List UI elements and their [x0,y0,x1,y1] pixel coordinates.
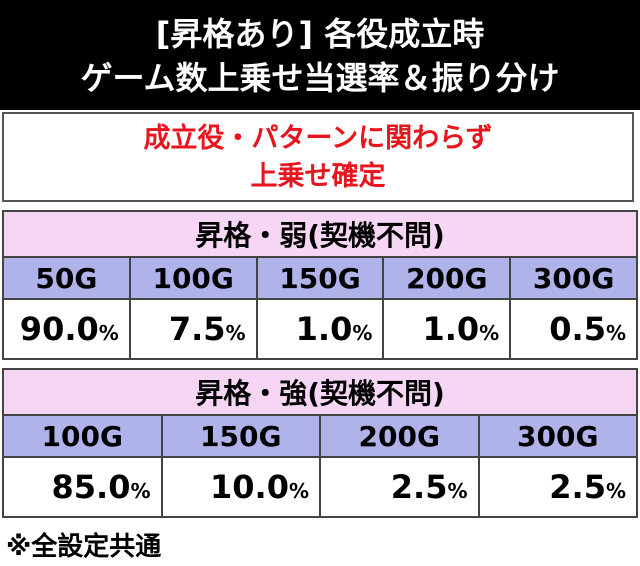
rate-value: 1.0 [295,310,353,348]
title-row: 昇格・弱(契機不問) [2,210,638,258]
title-row: 昇格・強(契機不問) [2,368,638,416]
rate-unit: % [605,479,626,503]
rate-cell: 0.5% [509,298,638,360]
rate-value: 90.0 [19,310,99,348]
rate-cell: 2.5% [319,456,480,518]
rate-cell: 85.0% [2,456,163,518]
rate-value: 7.5 [168,310,226,348]
rate-unit: % [130,479,151,503]
column-header: 150G [255,256,385,300]
rate-unit: % [288,479,309,503]
header-line: ゲーム数上乗せ当選率＆振り分け [80,59,560,97]
rate-cell: 1.0% [255,298,385,360]
table-title: 昇格・弱(契機不問) [2,210,638,258]
rate-table: 昇格・強(契機不問) 100G 150G 200G 300G 85.0% 10.0% 2.5%… [2,368,638,518]
footnote: ※全設定共通 [6,532,162,562]
notice: 成立役・パターンに関わらず 上乗せ確定 [2,112,634,202]
rate-cell: 7.5% [128,298,258,360]
notice-line: 上乗せ確定 [250,161,386,192]
rate-unit: % [225,321,246,345]
rate-cell: 90.0% [2,298,131,360]
rate-unit: % [98,321,119,345]
column-header: 100G [128,256,258,300]
column-row: 100G 150G 200G 300G [2,414,638,458]
rate-value: 85.0 [51,468,131,506]
column-header: 200G [319,414,480,458]
column-header: 150G [160,414,321,458]
rate-value: 2.5 [390,468,448,506]
header-line: [昇格あり] 各役成立時 [155,15,485,53]
rate-value: 1.0 [422,310,480,348]
rate-unit: % [352,321,373,345]
rate-unit: % [447,479,468,503]
rate-unit: % [479,321,500,345]
notice-line: 成立役・パターンに関わらず [143,123,493,154]
rate-row: 85.0% 10.0% 2.5% 2.5% [2,456,638,518]
column-row: 50G 100G 150G 200G 300G [2,256,638,300]
rate-cell: 10.0% [160,456,321,518]
table-title: 昇格・強(契機不問) [2,368,638,416]
rate-value: 2.5 [549,468,606,506]
header: [昇格あり] 各役成立時 ゲーム数上乗せ当選率＆振り分け [0,0,640,110]
rate-table: 昇格・弱(契機不問) 50G 100G 150G 200G 300G 90.0% 7.5% 1.… [2,210,638,360]
rate-cell: 2.5% [477,456,638,518]
rate-cell: 1.0% [382,298,512,360]
column-header: 100G [2,414,163,458]
rate-row: 90.0% 7.5% 1.0% 1.0% 0.5% [2,298,638,360]
column-header: 200G [382,256,512,300]
column-header: 300G [509,256,638,300]
column-header: 300G [477,414,638,458]
rate-value: 10.0 [210,468,289,506]
column-header: 50G [2,256,131,300]
rate-unit: % [605,321,626,345]
rate-value: 0.5 [549,310,606,348]
